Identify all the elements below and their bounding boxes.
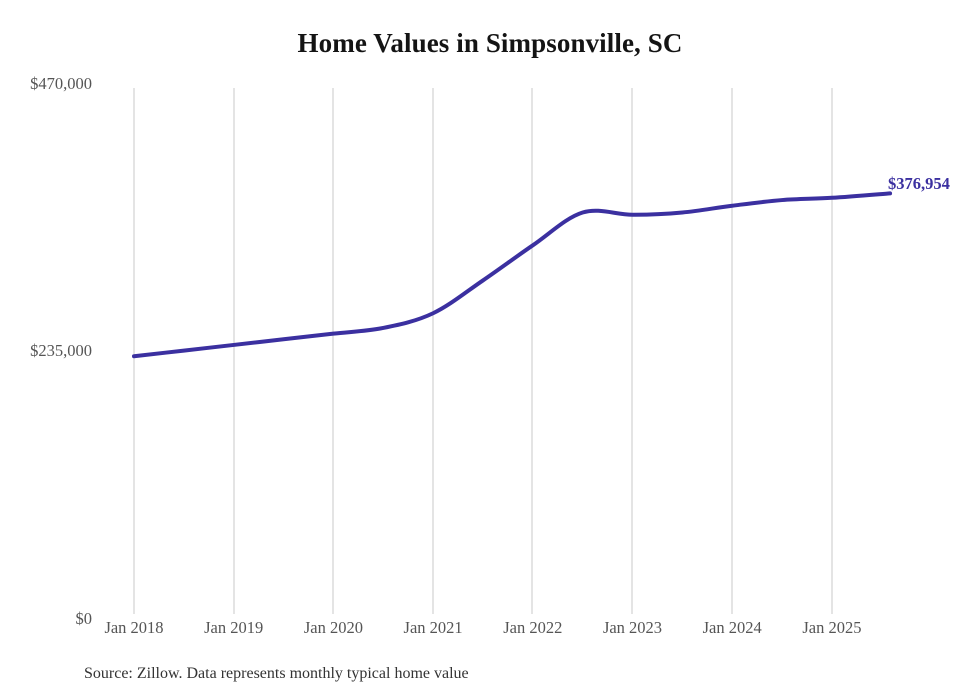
- y-axis-tick-top: $470,000: [30, 74, 92, 93]
- x-axis-tick-jan-2018: Jan 2018: [104, 618, 164, 637]
- x-axis-tick-jan-2025: Jan 2025: [802, 618, 862, 637]
- y-axis-tick-mid: $235,000: [30, 341, 92, 360]
- x-axis-tick-jan-2023: Jan 2023: [602, 618, 663, 637]
- gridlines: [133, 88, 833, 614]
- end-value-annotation: $376,954: [888, 174, 950, 193]
- data-line: [132, 191, 893, 359]
- source-footnote: Source: Zillow. Data represents monthly …: [84, 665, 469, 682]
- x-axis-tick-jan-2019: Jan 2019: [204, 618, 264, 637]
- x-axis-tick-jan-2020: Jan 2020: [303, 618, 363, 637]
- x-axis-tick-jan-2022: Jan 2022: [503, 618, 563, 637]
- y-axis-tick-bottom: $0: [75, 609, 93, 628]
- chart-title: Home Values in Simpsonville, SC: [297, 28, 683, 58]
- x-axis-tick-jan-2021: Jan 2021: [403, 618, 463, 637]
- x-axis-tick-jan-2024: Jan 2024: [702, 618, 762, 637]
- data-line-group: [132, 191, 893, 359]
